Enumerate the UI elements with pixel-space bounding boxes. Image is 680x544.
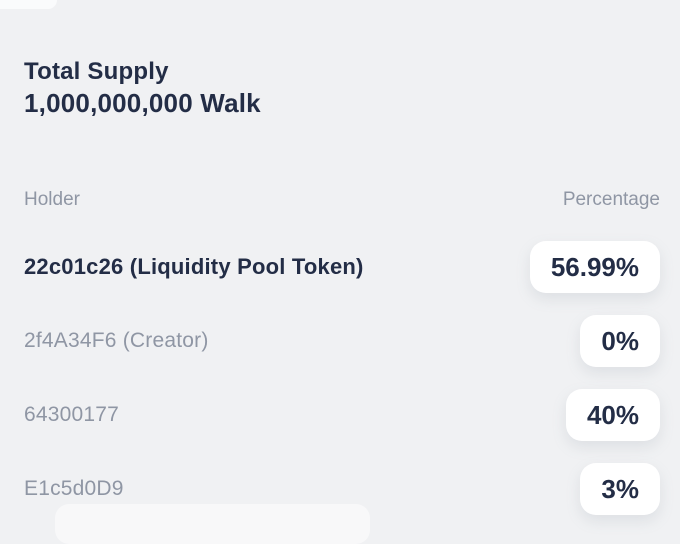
- table-row: 22c01c26 (Liquidity Pool Token) 56.99%: [24, 230, 660, 304]
- percentage-badge: 3%: [580, 463, 660, 515]
- table-row: E1c5d0D9 3%: [24, 452, 660, 526]
- partial-card-bottom: [55, 504, 370, 544]
- table-row: 2f4A34F6 (Creator) 0%: [24, 304, 660, 378]
- token-supply-panel: Total Supply 1,000,000,000 Walk Holder P…: [24, 58, 660, 526]
- total-supply-value: 1,000,000,000 Walk: [24, 88, 261, 118]
- holder-address: 64300177: [24, 403, 120, 426]
- percentage-badge: 40%: [565, 389, 660, 441]
- holder-address: 22c01c26 (Liquidity Pool Token): [24, 254, 364, 279]
- percentage-badge: 56.99%: [529, 241, 660, 293]
- card-corner-decoration: [0, 0, 57, 9]
- total-supply-label: Total Supply: [24, 58, 169, 85]
- holders-table: 22c01c26 (Liquidity Pool Token) 56.99% 2…: [24, 230, 660, 526]
- table-row: 64300177 40%: [24, 378, 660, 452]
- holder-address: 2f4A34F6 (Creator): [24, 329, 209, 352]
- holder-column-header: Holder: [24, 189, 80, 210]
- holders-table-header: Holder Percentage: [24, 188, 660, 212]
- holder-address: E1c5d0D9: [24, 477, 124, 500]
- percentage-badge: 0%: [580, 315, 660, 367]
- percentage-column-header: Percentage: [562, 189, 660, 210]
